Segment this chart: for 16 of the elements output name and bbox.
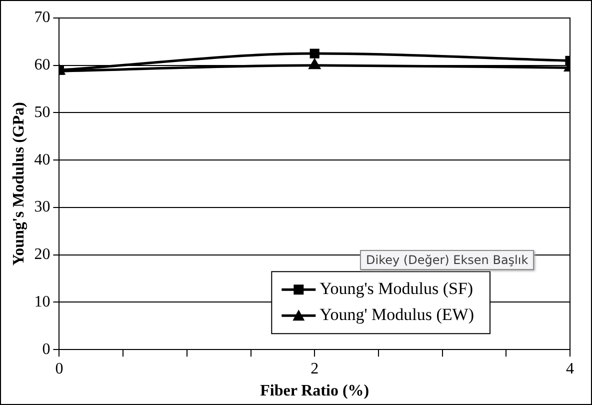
legend-label: Young' Modulus (EW)	[320, 305, 474, 324]
y-tick-label: 70	[34, 9, 50, 26]
legend-label: Young's Modulus (SF)	[320, 279, 474, 298]
y-tick-label: 0	[42, 340, 50, 358]
y-tick-label: 60	[34, 56, 50, 74]
y-tick-label: 10	[34, 293, 50, 310]
x-tick-label: 0	[55, 360, 64, 378]
y-axis-title: Young's Modulus (GPa)	[10, 102, 28, 266]
x-tick-label: 2	[310, 360, 319, 378]
y-tick-label: 40	[34, 151, 50, 168]
x-axis-title: Fiber Ratio (%)	[260, 382, 370, 400]
annotation: Dikey (Değer) Eksen Başlık	[360, 250, 534, 270]
y-tick-label: 50	[34, 104, 50, 121]
x-tick-label: 4	[566, 360, 574, 378]
y-tick-label: 20	[34, 246, 50, 264]
y-tick-label: 30	[34, 198, 50, 216]
